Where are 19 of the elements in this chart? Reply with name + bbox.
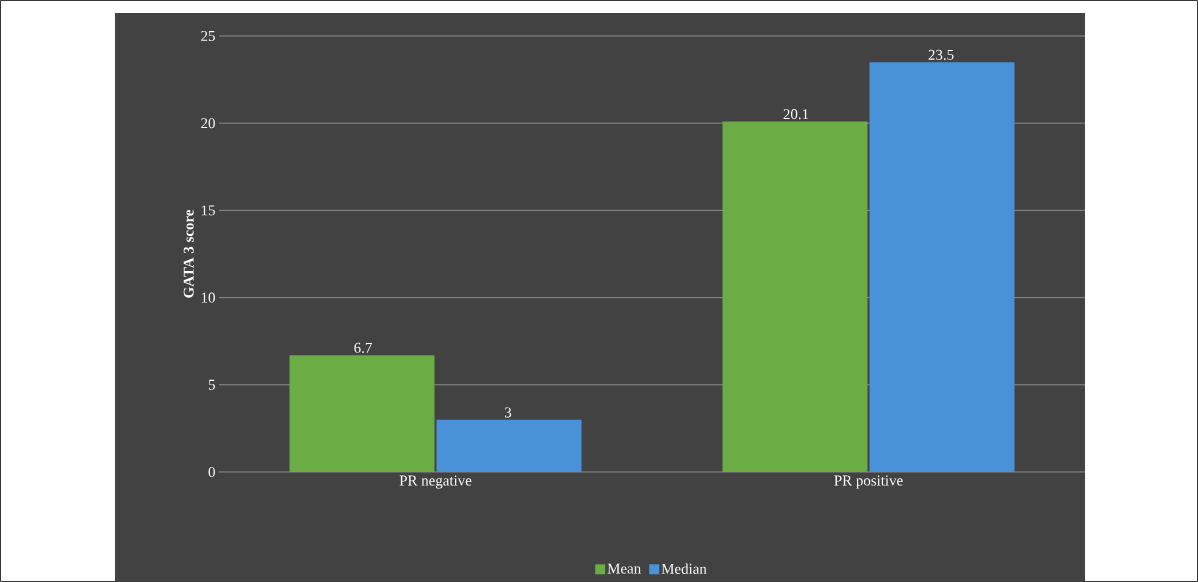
legend-label: Median [661,563,707,574]
bar [722,121,868,472]
y-tick-label: 25 [201,30,215,41]
bar [436,419,582,472]
bar [869,62,1015,472]
y-axis-title: GATA 3 score [183,209,194,298]
data-label: 6.7 [354,342,372,353]
data-label: 20.1 [783,109,809,120]
legend-label: Mean [607,563,641,574]
y-tick-label: 0 [208,466,215,478]
y-tick-label: 5 [208,379,215,390]
data-label: 3 [504,407,512,418]
bar [289,355,435,472]
x-tick-label: PR negative [399,475,472,489]
y-tick-label: 10 [201,292,215,303]
y-tick-label: 20 [201,118,215,129]
x-tick-label: PR positive [834,475,903,489]
data-label: 23.5 [928,49,954,60]
y-tick-label: 15 [201,205,215,216]
